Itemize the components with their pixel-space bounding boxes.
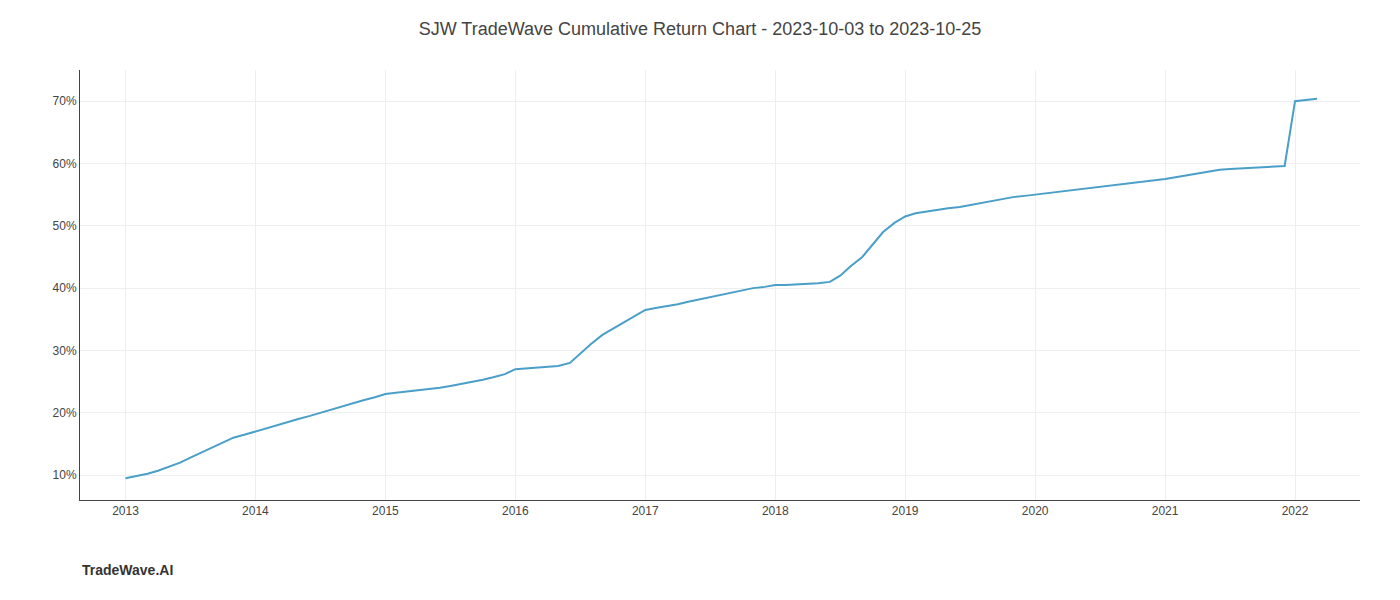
svg-text:2021: 2021 <box>1152 504 1179 518</box>
svg-text:50%: 50% <box>53 219 77 233</box>
svg-text:2013: 2013 <box>112 504 139 518</box>
svg-text:70%: 70% <box>53 94 77 108</box>
svg-text:TradeWave.AI: TradeWave.AI <box>82 562 173 578</box>
svg-text:2019: 2019 <box>892 504 919 518</box>
svg-text:2018: 2018 <box>762 504 789 518</box>
svg-text:40%: 40% <box>53 281 77 295</box>
svg-text:2016: 2016 <box>502 504 529 518</box>
svg-text:30%: 30% <box>53 344 77 358</box>
svg-text:2022: 2022 <box>1282 504 1309 518</box>
svg-text:60%: 60% <box>53 157 77 171</box>
svg-text:2014: 2014 <box>242 504 269 518</box>
svg-text:2020: 2020 <box>1022 504 1049 518</box>
svg-text:2015: 2015 <box>372 504 399 518</box>
svg-text:SJW TradeWave Cumulative Retur: SJW TradeWave Cumulative Return Chart - … <box>419 19 982 39</box>
svg-text:2017: 2017 <box>632 504 659 518</box>
svg-text:20%: 20% <box>53 406 77 420</box>
svg-text:10%: 10% <box>53 468 77 482</box>
